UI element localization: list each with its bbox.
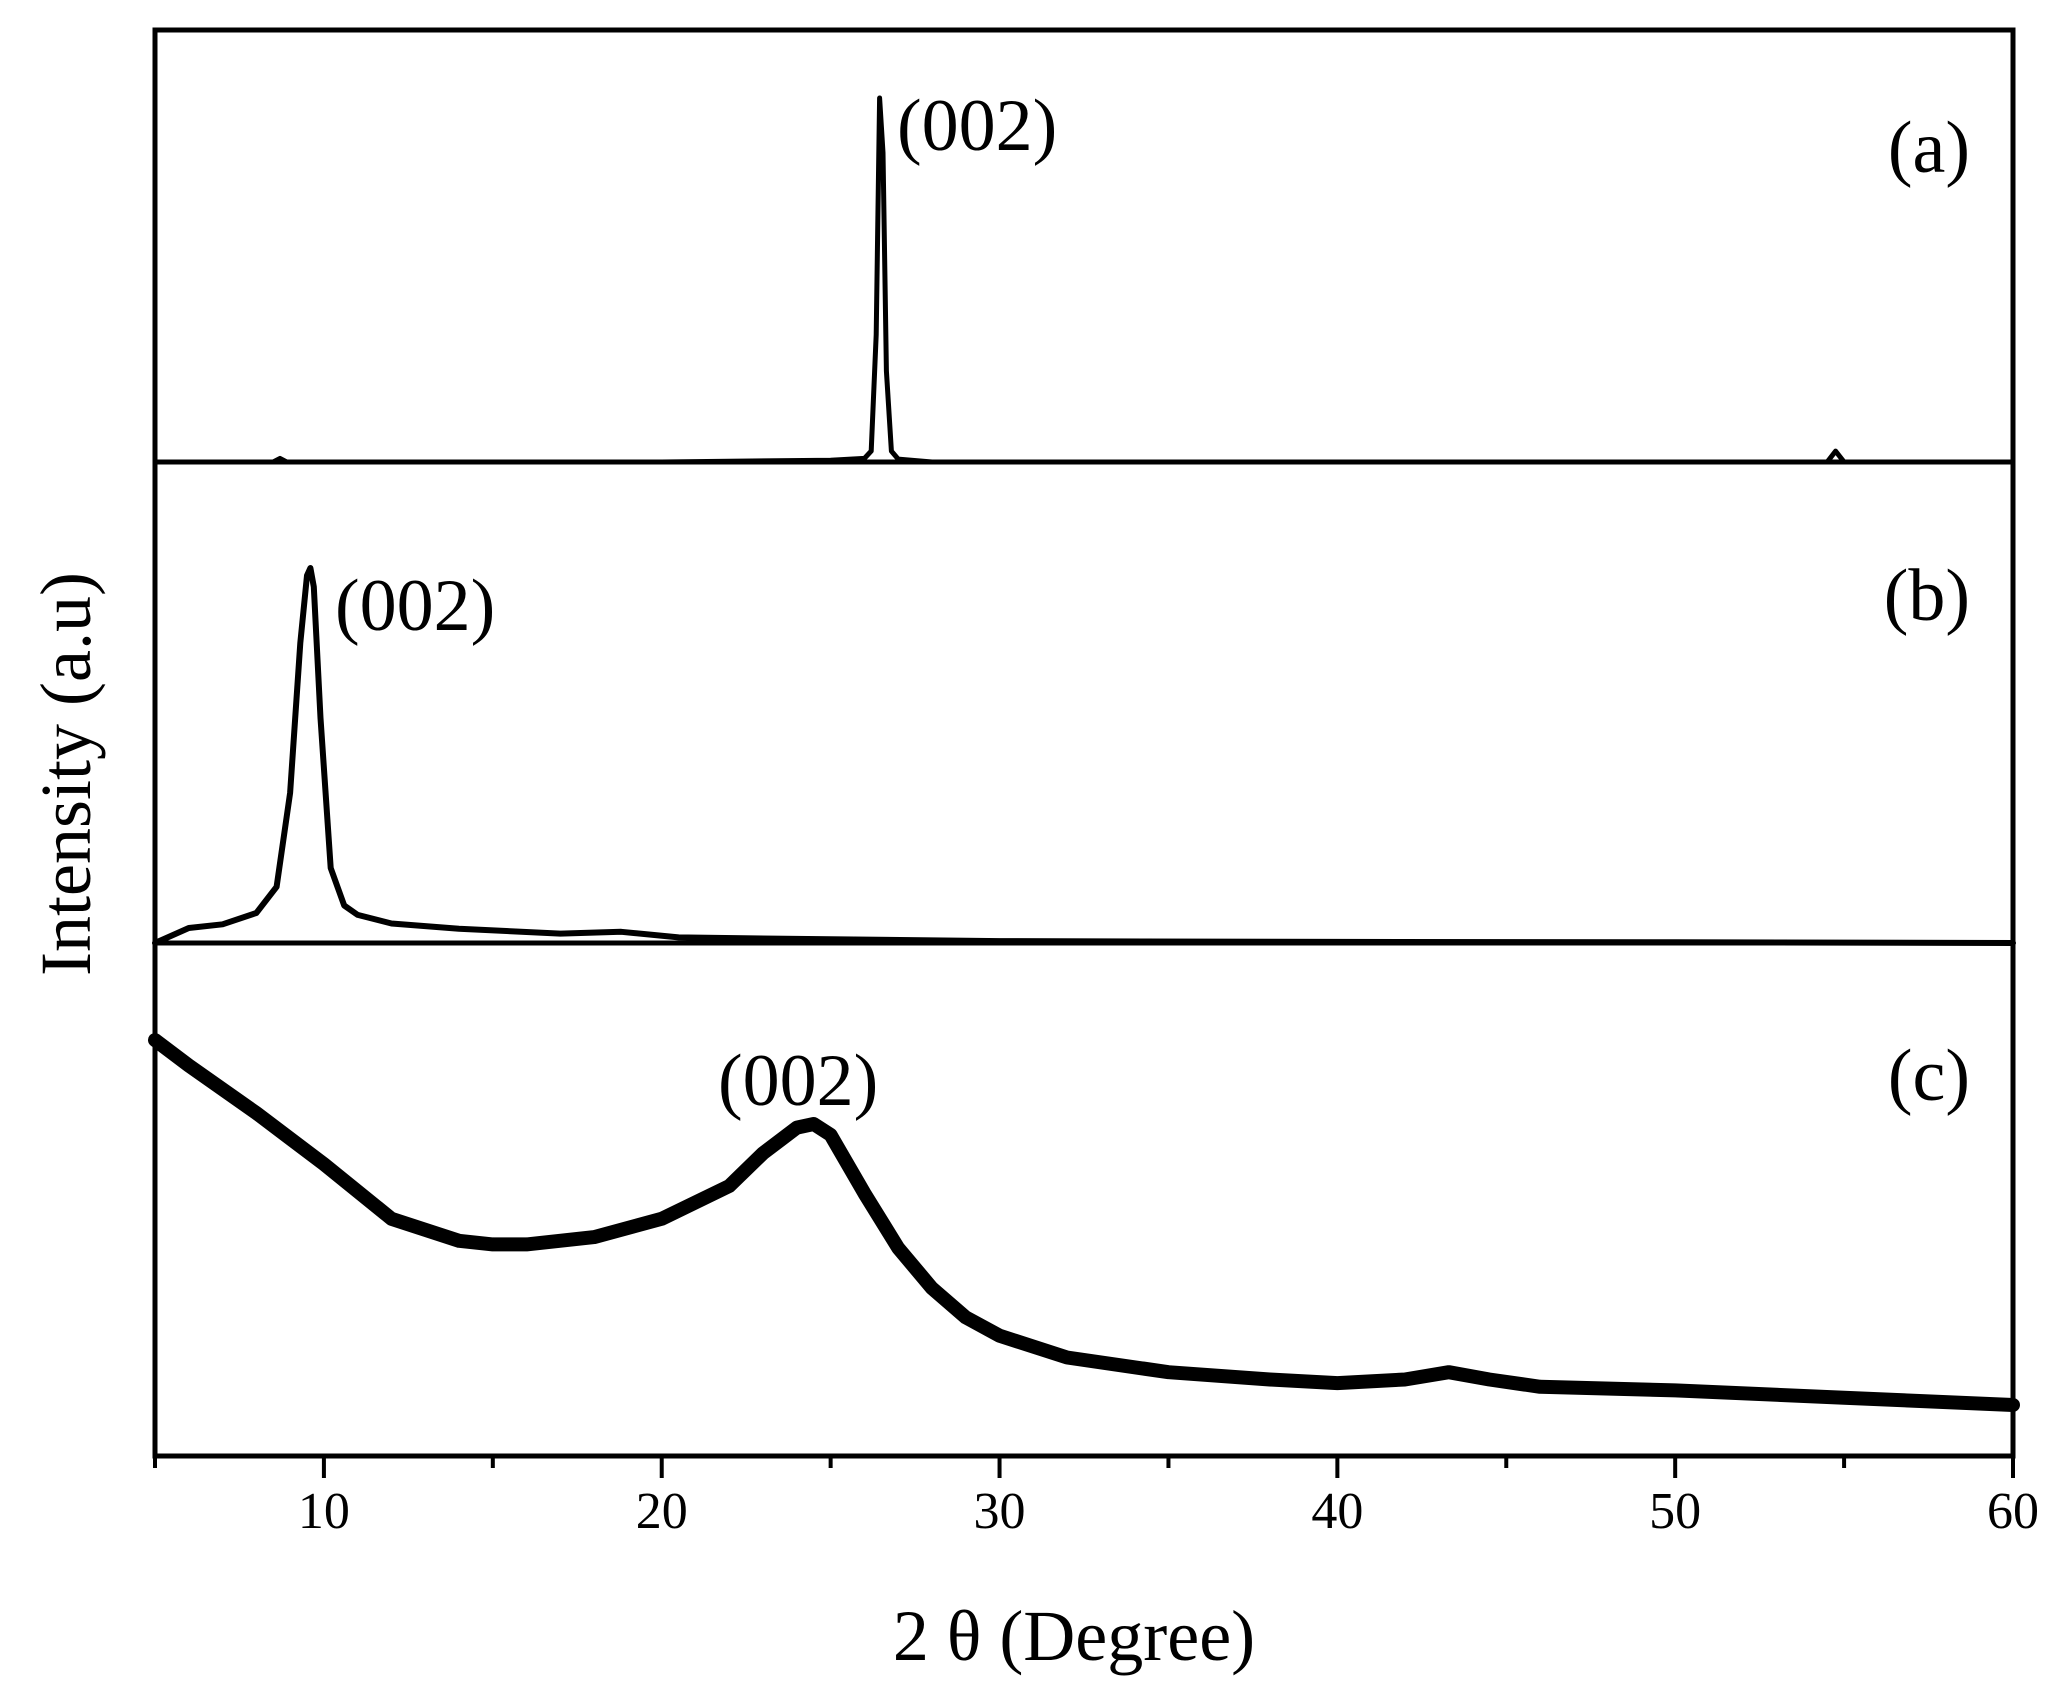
xrd-trace-a bbox=[152, 95, 2016, 465]
x-tick-label: 50 bbox=[1649, 1483, 1701, 1540]
x-tick-label: 60 bbox=[1987, 1483, 2039, 1540]
x-tick-labels: 10 20 30 40 50 60 bbox=[298, 1483, 2039, 1540]
panel-label-c: (c) bbox=[1888, 1035, 1970, 1117]
y-axis-title: Intensity (a.u) bbox=[26, 572, 106, 976]
x-axis: 10 20 30 40 50 60 bbox=[153, 1456, 2039, 1540]
xrd-trace-c bbox=[148, 1033, 2020, 1412]
series-group bbox=[148, 95, 2020, 1412]
x-tick-label: 40 bbox=[1311, 1483, 1363, 1540]
peak-label-b: (002) bbox=[335, 565, 495, 647]
panel-label-a: (a) bbox=[1888, 107, 1970, 189]
x-axis-title: 2 θ (Degree) bbox=[893, 1596, 1255, 1676]
peak-label-a: (002) bbox=[897, 85, 1057, 167]
x-tick-marks bbox=[153, 1456, 2015, 1478]
x-tick-label: 10 bbox=[298, 1483, 350, 1540]
x-tick-label: 20 bbox=[636, 1483, 688, 1540]
x-tick-label: 30 bbox=[974, 1483, 1026, 1540]
xrd-trace-b bbox=[152, 565, 2016, 946]
peak-label-c: (002) bbox=[718, 1040, 878, 1122]
plot-frame bbox=[152, 27, 2016, 1459]
panel-label-b: (b) bbox=[1884, 555, 1970, 637]
